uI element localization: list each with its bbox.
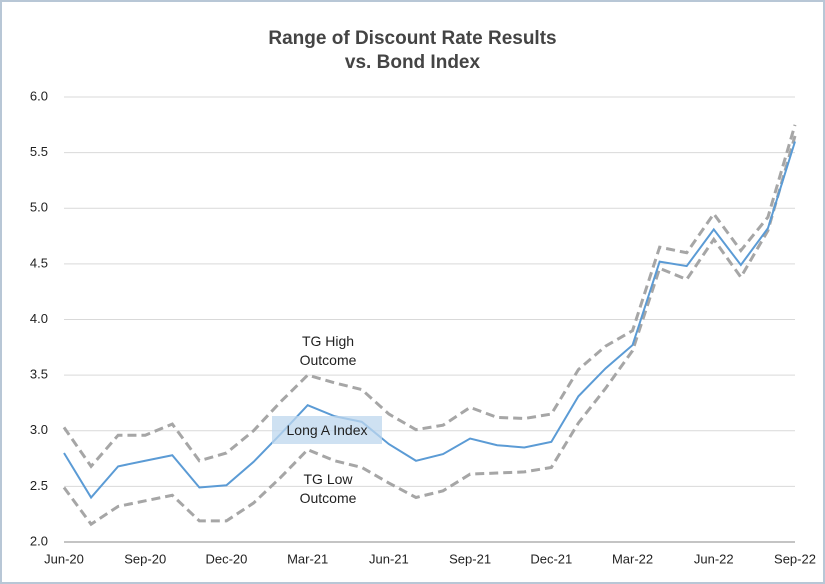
y-tick-label: 3.5: [30, 367, 48, 382]
x-tick-label: Mar-21: [287, 551, 328, 566]
series-label: TG High Outcome: [299, 333, 357, 368]
y-tick-label: 4.0: [30, 311, 48, 326]
y-tick-label: 2.0: [30, 533, 48, 548]
series-line: [62, 135, 797, 527]
series-line: [62, 124, 797, 469]
y-tick-label: 2.5: [30, 478, 48, 493]
x-tick-label: Jun-21: [369, 551, 409, 566]
x-tick-label: Mar-22: [612, 551, 653, 566]
x-tick-label: Dec-21: [530, 551, 572, 566]
x-tick-label: Sep-22: [774, 551, 816, 566]
y-tick-label: 5.5: [30, 144, 48, 159]
x-tick-label: Jun-20: [44, 551, 84, 566]
y-tick-label: 5.0: [30, 200, 48, 215]
chart-subtitle: vs. Bond Index: [344, 52, 481, 73]
x-tick-label: Sep-20: [124, 551, 166, 566]
chart-title: Range of Discount Rate Results: [268, 28, 557, 49]
x-tick-label: Dec-20: [205, 551, 247, 566]
series-label: TG Low Outcome: [299, 471, 357, 506]
series-label: Long A Index: [272, 416, 382, 444]
x-tick-label: Jun-22: [694, 551, 734, 566]
y-tick-label: 4.5: [30, 255, 48, 270]
y-tick-label: 6.0: [30, 88, 48, 103]
x-tick-label: Sep-21: [449, 551, 491, 566]
y-tick-label: 3.0: [30, 422, 48, 437]
series-line: [63, 141, 796, 500]
